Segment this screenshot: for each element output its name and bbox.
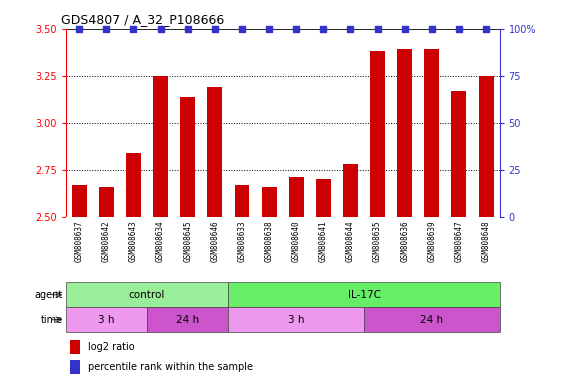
Bar (228, 307, 364, 332)
Text: GSM808633: GSM808633 (238, 220, 247, 262)
Text: 24 h: 24 h (176, 314, 199, 325)
Text: GSM808641: GSM808641 (319, 220, 328, 262)
Text: GSM808634: GSM808634 (156, 220, 165, 262)
Bar (153, 76, 168, 217)
Bar (289, 177, 304, 217)
Bar (316, 179, 331, 217)
Bar (228, 282, 500, 307)
Text: GSM808639: GSM808639 (427, 220, 436, 262)
Text: GSM808635: GSM808635 (373, 220, 382, 262)
Text: log2 ratio: log2 ratio (89, 342, 135, 352)
Text: GDS4807 / A_32_P108666: GDS4807 / A_32_P108666 (61, 13, 224, 26)
Bar (424, 50, 439, 217)
Text: GSM808644: GSM808644 (346, 220, 355, 262)
Bar (343, 164, 358, 217)
Text: GSM808637: GSM808637 (75, 220, 84, 262)
Bar (397, 50, 412, 217)
Text: GSM808640: GSM808640 (292, 220, 301, 262)
Text: percentile rank within the sample: percentile rank within the sample (89, 362, 253, 372)
Text: time: time (41, 314, 63, 325)
Text: GSM808638: GSM808638 (264, 220, 274, 262)
Bar (207, 87, 222, 217)
Text: GSM808646: GSM808646 (210, 220, 219, 262)
Bar (147, 307, 228, 332)
Bar (66, 282, 228, 307)
Bar (70, 361, 79, 374)
Text: control: control (129, 290, 165, 300)
Bar (72, 185, 87, 217)
Text: GSM808647: GSM808647 (455, 220, 464, 262)
Bar (180, 96, 195, 217)
Text: GSM808645: GSM808645 (183, 220, 192, 262)
Text: 3 h: 3 h (98, 314, 115, 325)
Bar (66, 307, 147, 332)
Text: IL-17C: IL-17C (348, 290, 380, 300)
Bar (262, 187, 276, 217)
Text: agent: agent (35, 290, 63, 300)
Text: 3 h: 3 h (288, 314, 304, 325)
Text: 24 h: 24 h (420, 314, 443, 325)
Bar (364, 307, 500, 332)
Text: GSM808648: GSM808648 (481, 220, 490, 262)
Bar (126, 153, 141, 217)
Bar (99, 187, 114, 217)
Bar (70, 340, 79, 354)
Bar (452, 91, 467, 217)
Text: GSM808636: GSM808636 (400, 220, 409, 262)
Text: GSM808643: GSM808643 (129, 220, 138, 262)
Bar (235, 185, 250, 217)
Bar (370, 51, 385, 217)
Text: GSM808642: GSM808642 (102, 220, 111, 262)
Bar (478, 76, 493, 217)
